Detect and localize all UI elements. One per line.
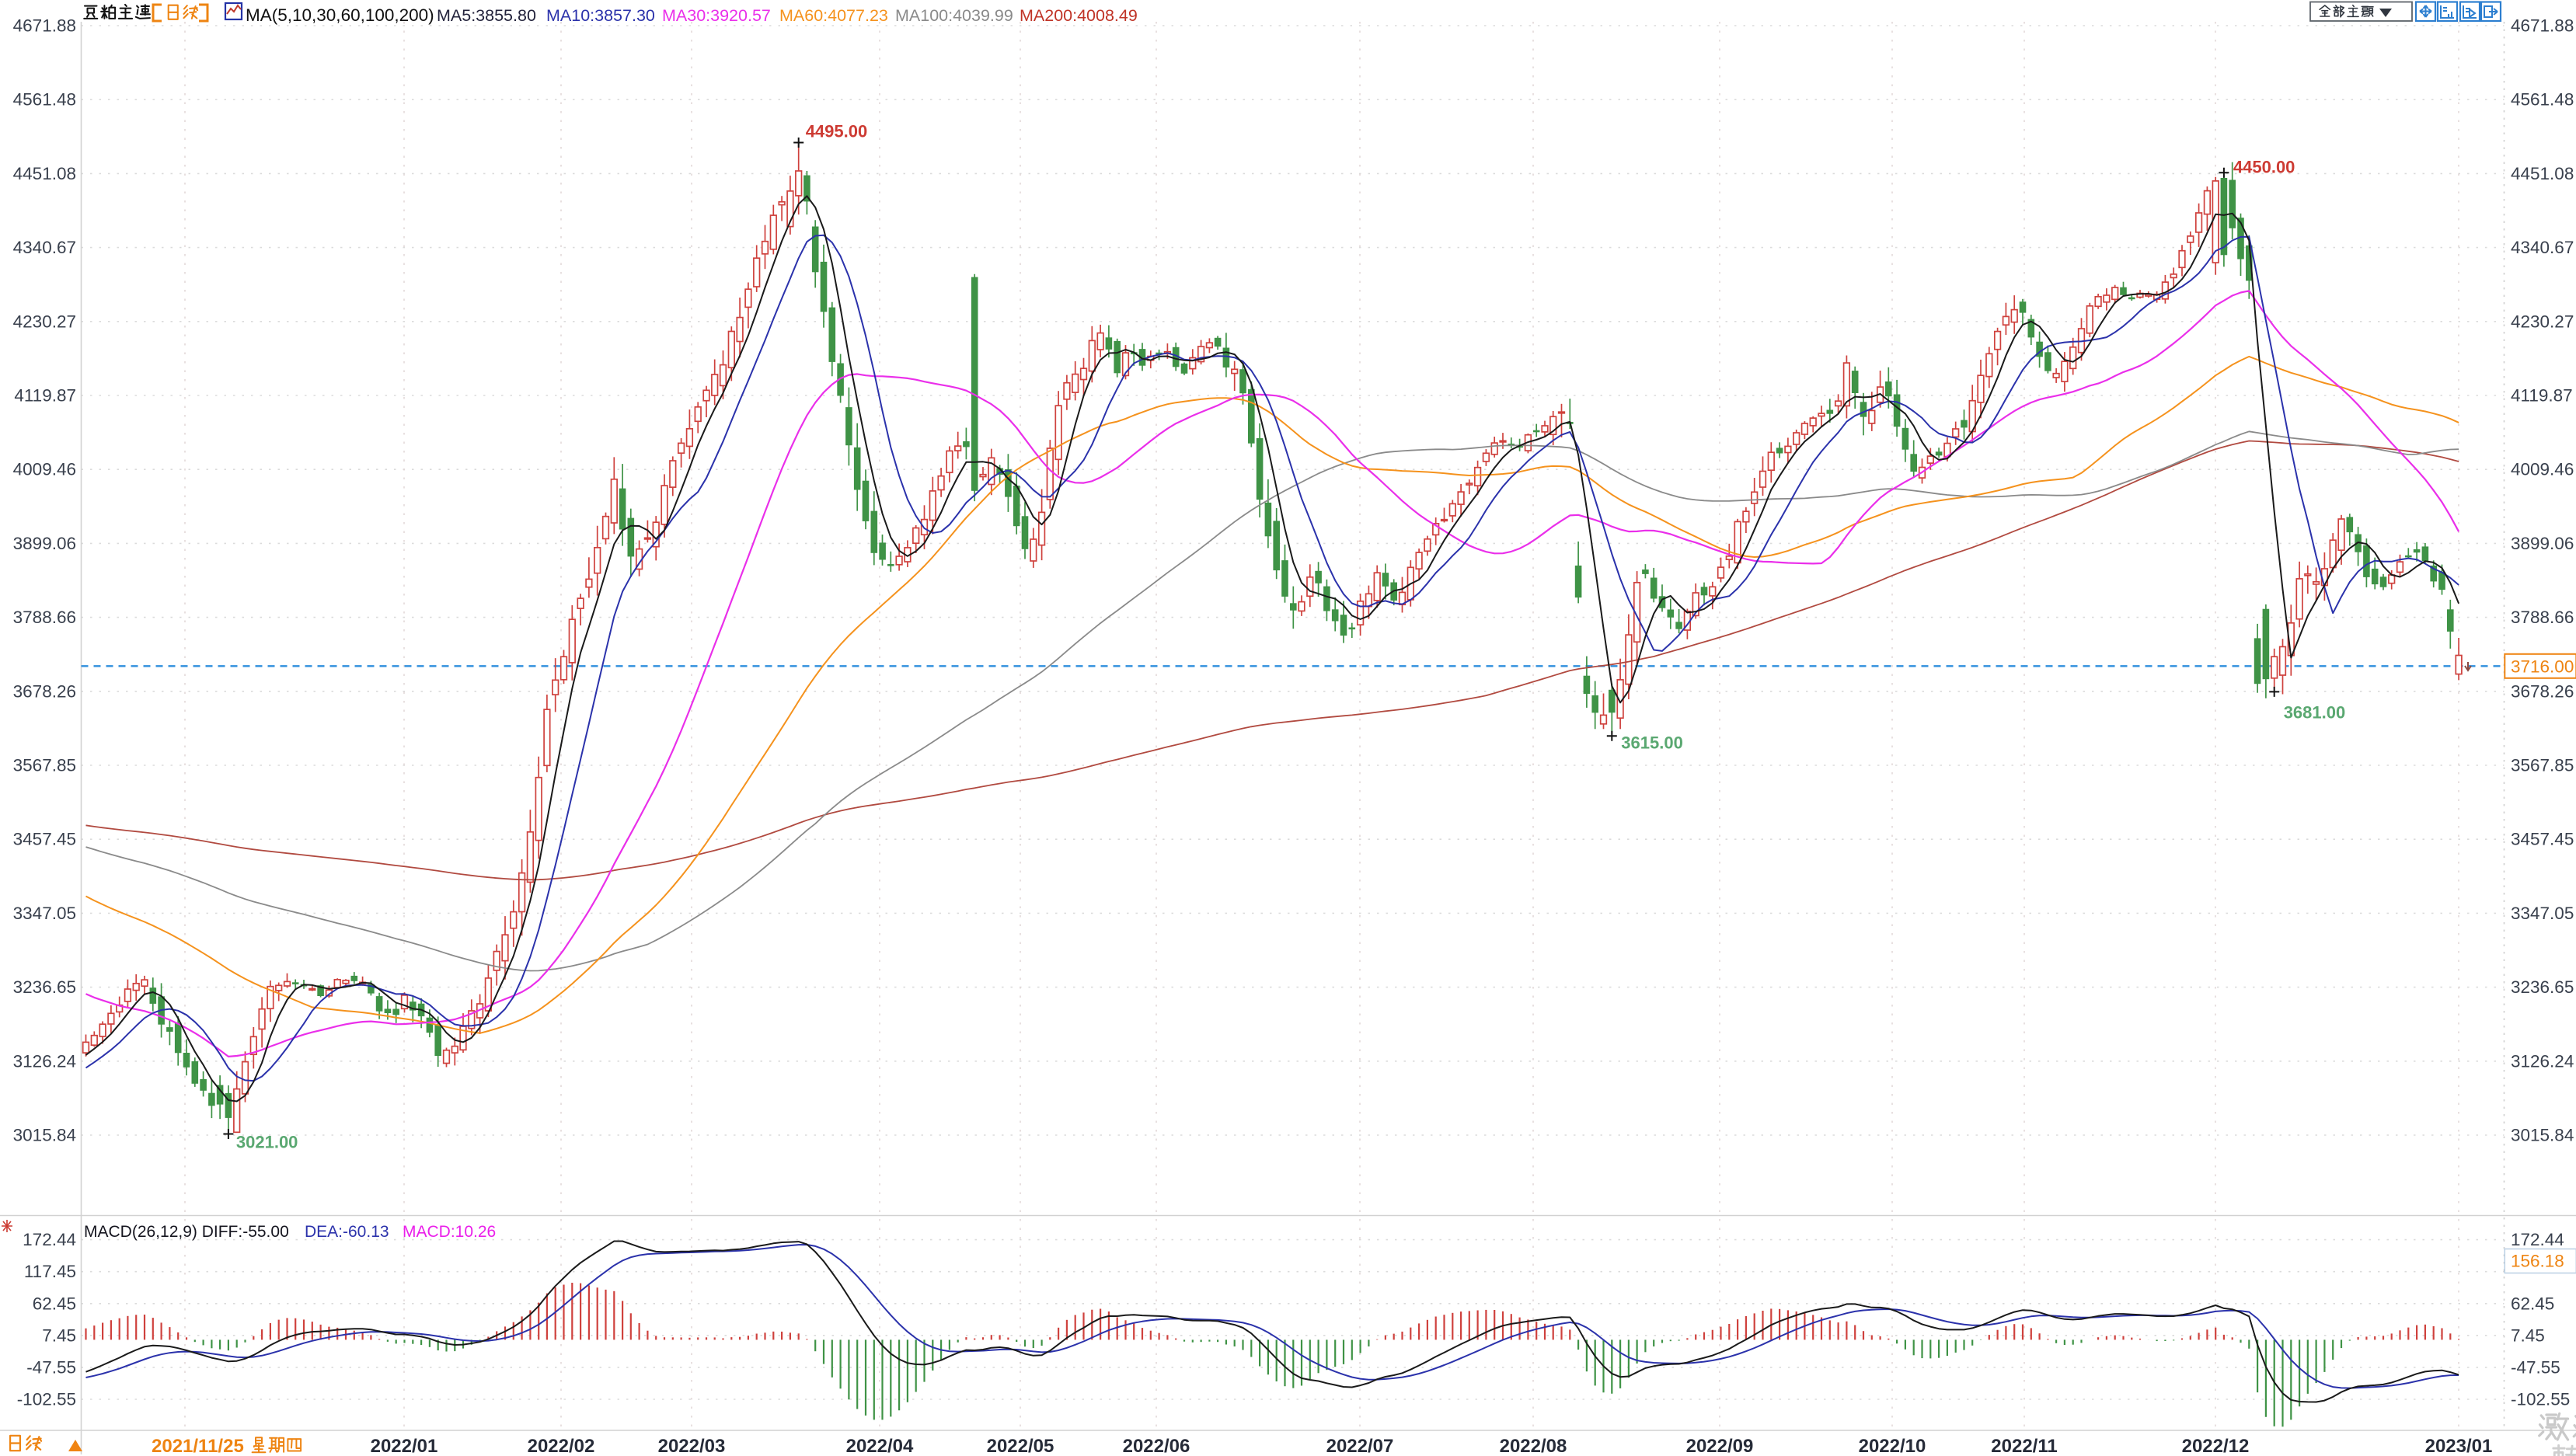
svg-text:2022/12: 2022/12 — [2182, 1436, 2250, 1456]
svg-text:MA10:3857.30: MA10:3857.30 — [546, 6, 655, 25]
svg-text:4340.67: 4340.67 — [13, 238, 76, 257]
svg-text:117.45: 117.45 — [24, 1262, 76, 1281]
svg-text:3457.45: 3457.45 — [2511, 830, 2574, 849]
svg-text:62.45: 62.45 — [2511, 1294, 2554, 1313]
svg-text:3678.26: 3678.26 — [13, 681, 76, 701]
svg-text:3899.06: 3899.06 — [2511, 534, 2574, 553]
svg-text:172.44: 172.44 — [2511, 1230, 2564, 1249]
svg-text:2022/08: 2022/08 — [1500, 1436, 1567, 1456]
svg-text:3788.66: 3788.66 — [13, 608, 76, 627]
svg-text:4450.00: 4450.00 — [2233, 157, 2295, 176]
svg-text:MA5:3855.80: MA5:3855.80 — [437, 6, 536, 25]
svg-text:DEA:-60.13: DEA:-60.13 — [305, 1223, 389, 1241]
svg-text:2022/07: 2022/07 — [1326, 1436, 1394, 1456]
svg-text:3126.24: 3126.24 — [2511, 1051, 2574, 1071]
svg-text:172.44: 172.44 — [23, 1230, 76, 1249]
svg-text:2022/02: 2022/02 — [528, 1436, 595, 1456]
svg-text:3567.85: 3567.85 — [2511, 756, 2574, 775]
svg-text:2022/09: 2022/09 — [1686, 1436, 1754, 1456]
svg-text:3021.00: 3021.00 — [236, 1133, 298, 1152]
svg-text:7.45: 7.45 — [2511, 1325, 2545, 1345]
svg-text:62.45: 62.45 — [33, 1294, 76, 1313]
svg-text:3899.06: 3899.06 — [13, 534, 76, 553]
svg-text:4561.48: 4561.48 — [2511, 90, 2574, 110]
svg-text:3788.66: 3788.66 — [2511, 608, 2574, 627]
svg-text:2021/11/25: 2021/11/25 — [152, 1436, 244, 1456]
svg-text:3126.24: 3126.24 — [13, 1051, 76, 1071]
svg-text:3457.45: 3457.45 — [13, 830, 76, 849]
svg-text:4119.87: 4119.87 — [2511, 386, 2573, 406]
svg-text:4451.08: 4451.08 — [2511, 164, 2574, 183]
svg-text:3615.00: 3615.00 — [1621, 733, 1683, 752]
svg-text:-47.55: -47.55 — [2511, 1357, 2560, 1377]
svg-text:4009.46: 4009.46 — [13, 460, 76, 479]
svg-text:4340.67: 4340.67 — [2511, 238, 2574, 257]
svg-text:MACD(26,12,9) DIFF:-55.00: MACD(26,12,9) DIFF:-55.00 — [84, 1223, 289, 1241]
svg-text:4230.27: 4230.27 — [13, 312, 76, 331]
svg-text:3681.00: 3681.00 — [2284, 702, 2346, 722]
svg-text:4671.88: 4671.88 — [13, 16, 76, 36]
svg-text:-47.55: -47.55 — [26, 1357, 76, 1377]
svg-text:4561.48: 4561.48 — [13, 90, 76, 110]
svg-text:2022/01: 2022/01 — [371, 1436, 438, 1456]
svg-text:4671.88: 4671.88 — [2511, 16, 2574, 36]
svg-text:4009.46: 4009.46 — [2511, 460, 2574, 479]
svg-text:MA60:4077.23: MA60:4077.23 — [779, 6, 888, 25]
svg-text:3236.65: 3236.65 — [13, 977, 76, 997]
svg-text:7.45: 7.45 — [42, 1325, 76, 1345]
svg-text:3347.05: 3347.05 — [13, 904, 76, 923]
svg-text:4119.87: 4119.87 — [14, 386, 76, 406]
svg-text:3236.65: 3236.65 — [2511, 977, 2574, 997]
svg-text:-102.55: -102.55 — [2511, 1390, 2570, 1409]
svg-text:2022/06: 2022/06 — [1123, 1436, 1190, 1456]
svg-text:MA(5,10,30,60,100,200): MA(5,10,30,60,100,200) — [246, 5, 434, 25]
svg-text:2023/01: 2023/01 — [2425, 1436, 2493, 1456]
svg-text:4451.08: 4451.08 — [13, 164, 76, 183]
svg-text:4495.00: 4495.00 — [806, 122, 868, 141]
svg-text:2022/04: 2022/04 — [846, 1436, 914, 1456]
svg-text:3015.84: 3015.84 — [13, 1126, 76, 1145]
svg-text:MA100:4039.99: MA100:4039.99 — [895, 6, 1013, 25]
svg-text:-102.55: -102.55 — [17, 1390, 76, 1409]
svg-text:3567.85: 3567.85 — [13, 756, 76, 775]
svg-text:156.18: 156.18 — [2511, 1252, 2564, 1271]
svg-text:3015.84: 3015.84 — [2511, 1126, 2574, 1145]
svg-text:2022/11: 2022/11 — [1991, 1436, 2057, 1456]
svg-text:2022/03: 2022/03 — [658, 1436, 726, 1456]
svg-text:3716.00: 3716.00 — [2511, 657, 2574, 676]
svg-text:MA30:3920.57: MA30:3920.57 — [662, 6, 771, 25]
svg-text:2022/10: 2022/10 — [1859, 1436, 1926, 1456]
svg-text:4230.27: 4230.27 — [2511, 312, 2574, 331]
svg-text:3678.26: 3678.26 — [2511, 681, 2574, 701]
svg-text:MACD:10.26: MACD:10.26 — [403, 1223, 496, 1241]
svg-text:2022/05: 2022/05 — [987, 1436, 1054, 1456]
svg-text:MA200:4008.49: MA200:4008.49 — [1020, 6, 1138, 25]
svg-text:3347.05: 3347.05 — [2511, 904, 2574, 923]
